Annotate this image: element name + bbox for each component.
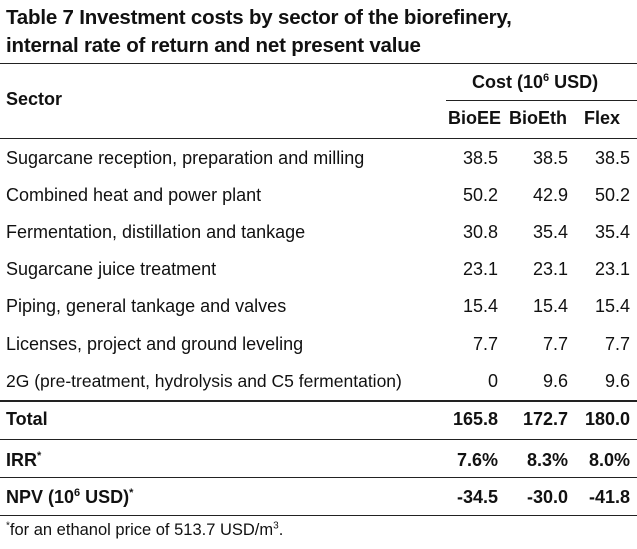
row-value-flex: 35.4 [594, 222, 630, 242]
table-title-line1: Table 7 Investment costs by sector of th… [6, 6, 512, 29]
row-value-flex: 50.2 [594, 185, 630, 205]
row-value-flex: 9.6 [604, 371, 630, 391]
row-value-flex: 7.7 [604, 334, 630, 354]
npv-rule [0, 477, 637, 478]
top-rule [0, 63, 637, 64]
row-value-flex: 15.4 [594, 296, 630, 316]
footnote-unit-sup: 3 [273, 520, 279, 532]
row-value-flex: 38.5 [594, 148, 630, 168]
npv-value-bioee: -34.5 [456, 487, 498, 507]
irr-rule [0, 439, 637, 440]
irr-label: IRR* [6, 449, 41, 471]
row-value-bioee: 50.2 [462, 185, 498, 205]
npv-asterisk: * [129, 487, 134, 499]
npv-label-prefix: NPV (10 [6, 487, 75, 507]
total-value-bioee: 165.8 [452, 409, 498, 429]
irr-label-text: IRR [6, 450, 37, 470]
npv-value-flex: -41.8 [588, 487, 630, 507]
row-sector: 2G (pre-treatment, hydrolysis and C5 fer… [6, 371, 402, 391]
header-cost-sup: 6 [543, 72, 550, 84]
header-subrule [446, 100, 637, 101]
row-value-bioee: 15.4 [462, 296, 498, 316]
row-value-flex: 23.1 [594, 259, 630, 279]
npv-label: NPV (106 USD)* [6, 486, 133, 508]
header-col-flex: Flex [584, 108, 621, 128]
header-cost-suffix: USD) [549, 72, 599, 92]
total-value-bioeth: 172.7 [522, 409, 568, 429]
row-sector: Combined heat and power plant [6, 185, 262, 205]
header-col-bioee: BioEE [448, 108, 502, 128]
npv-label-sup: 6 [74, 487, 81, 499]
row-value-bioee: 38.5 [462, 148, 498, 168]
row-value-bioeth: 15.4 [532, 296, 568, 316]
row-value-bioee: 7.7 [472, 334, 498, 354]
row-value-bioeth: 35.4 [532, 222, 568, 242]
header-cost: Cost (106 USD) [472, 71, 598, 93]
row-value-bioeth: 9.6 [542, 371, 568, 391]
footnote-mark: * [6, 520, 10, 532]
irr-value-bioeth: 8.3% [526, 450, 568, 470]
table-footnote: *for an ethanol price of 513.7 USD/m3. [6, 521, 283, 540]
bottom-rule [0, 515, 637, 516]
row-sector: Piping, general tankage and valves [6, 296, 287, 316]
irr-value-bioee: 7.6% [456, 450, 498, 470]
irr-value-flex: 8.0% [588, 450, 630, 470]
row-value-bioee: 23.1 [462, 259, 498, 279]
table-title: Table 7 Investment costs by sector of th… [6, 4, 631, 60]
header-col-bioeth: BioEth [509, 108, 567, 128]
row-sector: Fermentation, distillation and tankage [6, 222, 306, 242]
npv-value-bioeth: -30.0 [526, 487, 568, 507]
total-value-flex: 180.0 [584, 409, 630, 429]
total-rule [0, 400, 637, 402]
row-value-bioee: 30.8 [462, 222, 498, 242]
header-rule [0, 138, 637, 139]
row-value-bioee: 0 [487, 371, 498, 391]
footnote-text: for an ethanol price of 513.7 USD/m [9, 521, 274, 539]
row-sector: Sugarcane juice treatment [6, 259, 217, 279]
table-title-line2: internal rate of return and net present … [6, 34, 421, 57]
row-sector: Sugarcane reception, preparation and mil… [6, 148, 365, 168]
total-label: Total [6, 409, 48, 429]
footnote-end: . [278, 521, 284, 539]
row-value-bioeth: 42.9 [532, 185, 568, 205]
header-cost-prefix: Cost (10 [472, 72, 544, 92]
row-value-bioeth: 7.7 [542, 334, 568, 354]
npv-label-suffix: USD) [80, 487, 130, 507]
header-sector: Sector [6, 89, 63, 109]
row-sector: Licenses, project and ground leveling [6, 334, 304, 354]
row-value-bioeth: 38.5 [532, 148, 568, 168]
irr-asterisk: * [37, 450, 42, 462]
row-value-bioeth: 23.1 [532, 259, 568, 279]
